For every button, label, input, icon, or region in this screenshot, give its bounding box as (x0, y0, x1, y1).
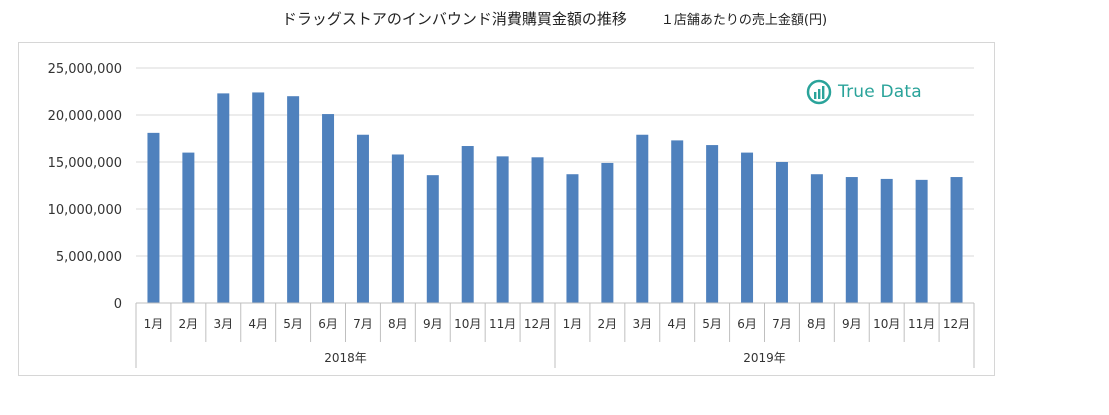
logo-text: True Data (838, 82, 922, 102)
y-tick-label: 15,000,000 (48, 156, 122, 171)
y-tick-label: 0 (114, 297, 122, 312)
bar (391, 154, 404, 303)
x-group-label: 2018年 (324, 351, 367, 365)
bar (426, 175, 439, 303)
bar (880, 178, 893, 303)
bar (496, 156, 509, 303)
x-tick-label: 11月 (489, 317, 516, 331)
y-tick-label: 20,000,000 (48, 109, 122, 124)
bar (810, 174, 823, 303)
x-tick-label: 11月 (908, 317, 935, 331)
y-tick-label: 5,000,000 (56, 250, 122, 265)
x-tick-label: 8月 (388, 317, 408, 331)
bar (252, 92, 265, 303)
y-tick-label: 25,000,000 (48, 62, 122, 77)
x-tick-label: 1月 (144, 317, 164, 331)
x-tick-label: 7月 (772, 317, 792, 331)
x-tick-label: 3月 (632, 317, 652, 331)
x-tick-label: 5月 (702, 317, 722, 331)
x-group-label: 2019年 (743, 351, 786, 365)
x-tick-label: 7月 (353, 317, 373, 331)
bar (461, 146, 474, 303)
bar (287, 96, 300, 303)
bar (775, 162, 788, 303)
bar (741, 152, 754, 303)
x-tick-label: 12月 (943, 317, 970, 331)
x-tick-label: 1月 (563, 317, 583, 331)
bar (706, 145, 719, 303)
x-tick-label: 10月 (454, 317, 481, 331)
bar (601, 162, 614, 303)
bar (182, 152, 195, 303)
bar (671, 140, 684, 303)
x-tick-label: 3月 (213, 317, 233, 331)
x-tick-label: 2月 (598, 317, 618, 331)
x-tick-label: 4月 (248, 317, 268, 331)
x-tick-label: 8月 (807, 317, 827, 331)
x-tick-label: 5月 (283, 317, 303, 331)
chart-frame (18, 42, 995, 376)
bar (147, 132, 160, 303)
x-tick-label: 12月 (524, 317, 551, 331)
y-tick-label: 10,000,000 (48, 203, 122, 218)
bar (217, 93, 230, 303)
true-data-logo: True Data (806, 78, 922, 106)
chart-title: ドラッグストアのインバウンド消費購買金額の推移 １店舗あたりの売上金額(円) (0, 8, 1109, 29)
x-tick-label: 9月 (842, 317, 862, 331)
x-tick-label: 4月 (667, 317, 687, 331)
bar (566, 174, 579, 303)
bar-chart-circle-logo-icon (806, 79, 832, 105)
bar (356, 134, 369, 303)
chart-subtitle: １店舗あたりの売上金額(円) (660, 13, 828, 28)
x-tick-label: 10月 (873, 317, 900, 331)
x-tick-label: 2月 (179, 317, 199, 331)
bar (950, 177, 963, 303)
bar (636, 134, 649, 303)
bar (531, 157, 544, 303)
x-tick-label: 6月 (318, 317, 338, 331)
x-tick-label: 9月 (423, 317, 443, 331)
bar (915, 179, 928, 303)
chart-title-text: ドラッグストアのインバウンド消費購買金額の推移 (281, 10, 627, 28)
bar (322, 114, 335, 303)
bar (845, 177, 858, 303)
x-tick-label: 6月 (737, 317, 757, 331)
